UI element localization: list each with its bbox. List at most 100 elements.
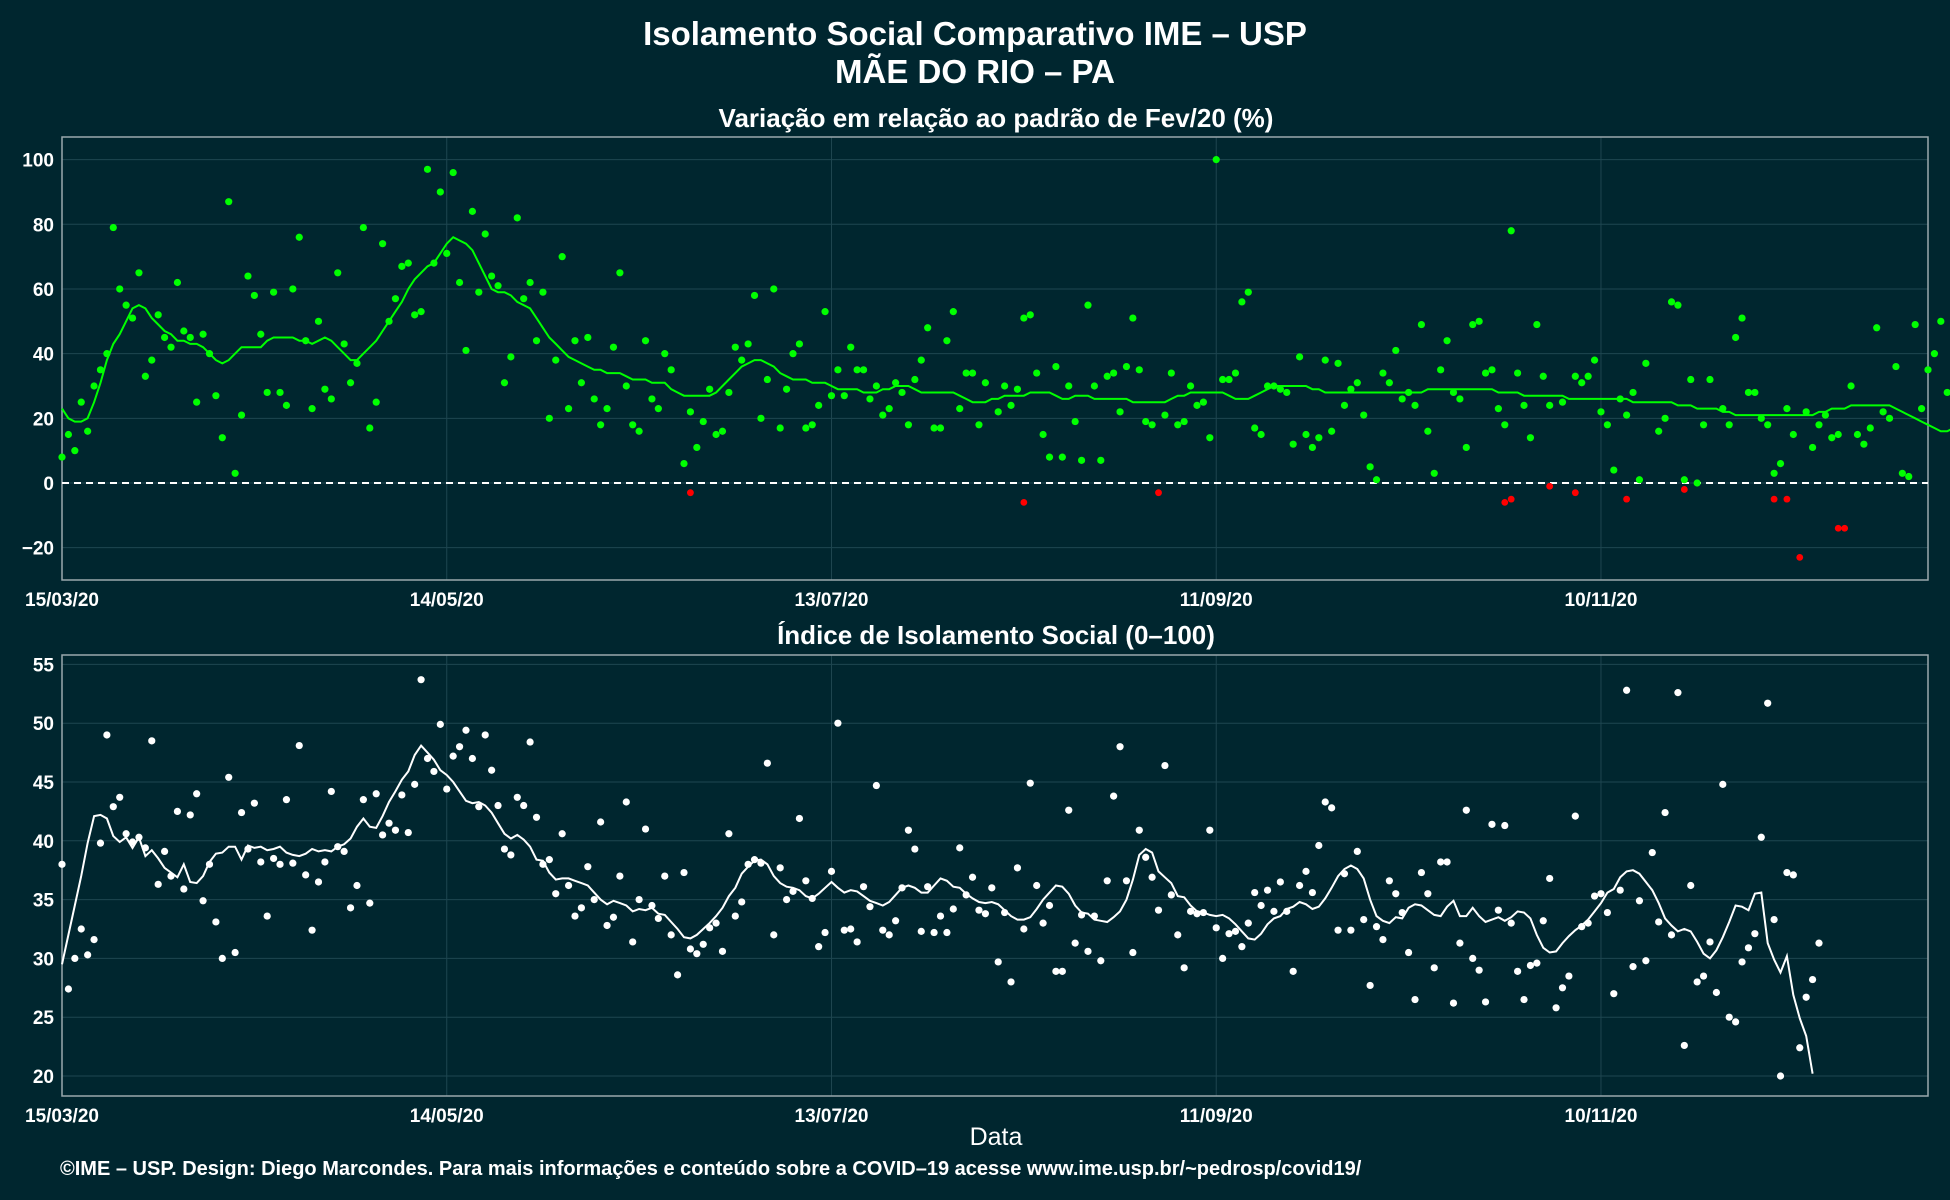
data-point: [327, 787, 335, 796]
data-point: [1135, 366, 1143, 374]
data-point: [1289, 440, 1297, 448]
data-point: [1533, 959, 1541, 967]
data-point: [321, 385, 329, 393]
data-point: [1892, 362, 1900, 371]
data-point: [1501, 821, 1509, 830]
data-point: [225, 773, 233, 781]
data-point: [346, 904, 355, 912]
data-point: [1744, 944, 1753, 952]
data-point: [225, 198, 233, 206]
data-point: [956, 844, 964, 852]
data-point: [821, 928, 829, 937]
data-point: [1571, 812, 1579, 820]
data-point: [1142, 417, 1150, 426]
y-tick-label: 0: [43, 474, 54, 495]
data-point: [270, 288, 278, 296]
data-point: [1360, 411, 1368, 419]
data-point: [1757, 833, 1765, 841]
data-point: [1263, 886, 1272, 894]
data-point: [892, 917, 900, 925]
data-point: [629, 938, 637, 946]
data-point: [968, 369, 977, 377]
data-point: [520, 295, 528, 303]
data-point: [1180, 964, 1188, 972]
data-point: [295, 233, 303, 241]
data-point: [1449, 999, 1458, 1007]
data-point: [1366, 981, 1374, 990]
data-point: [1610, 466, 1618, 474]
data-point: [930, 424, 938, 432]
data-point: [988, 884, 996, 892]
y-tick-label: 25: [33, 1008, 55, 1029]
data-point: [924, 883, 932, 891]
data-point: [263, 388, 271, 397]
data-point: [1558, 984, 1567, 992]
data-point: [1052, 967, 1060, 975]
data-point: [616, 269, 624, 277]
data-point: [911, 845, 919, 853]
data-point: [1866, 424, 1874, 432]
data-point: [629, 421, 637, 429]
data-point: [462, 346, 470, 355]
data-point: [1911, 320, 1919, 329]
data-point: [1905, 472, 1913, 481]
data-point: [423, 165, 432, 173]
data-point: [1238, 298, 1246, 306]
data-point: [1744, 388, 1753, 397]
data-point: [1122, 877, 1131, 885]
x-tick-label: 13/07/20: [795, 590, 869, 611]
data-point: [1462, 443, 1470, 452]
data-point: [1308, 888, 1317, 897]
data-point: [661, 872, 669, 880]
data-point: [1488, 366, 1496, 374]
data-point: [237, 411, 246, 419]
index-panel: 20 25 30 35 40 45 50 55 15/03/20 14/05/20 13/07/20…: [25, 654, 1929, 1127]
data-point: [1167, 891, 1175, 899]
data-point: [411, 780, 419, 788]
data-point: [1462, 806, 1470, 814]
data-point: [109, 803, 117, 811]
data-point: [936, 424, 945, 432]
data-point: [1334, 926, 1342, 934]
data-point: [1321, 356, 1329, 364]
top-panel-title: Variação em relação ao padrão de Fev/20 …: [719, 103, 1274, 133]
y-tick-label: 30: [33, 949, 54, 970]
data-point: [1456, 395, 1464, 403]
data-point: [949, 308, 957, 316]
data-point: [1661, 414, 1669, 422]
data-point: [763, 375, 771, 384]
data-point: [1590, 892, 1599, 900]
data-point: [1039, 430, 1047, 439]
data-point: [1231, 927, 1240, 935]
data-point: [167, 343, 175, 351]
data-point: [1885, 414, 1894, 422]
data-point: [218, 954, 226, 963]
data-point: [193, 398, 201, 406]
data-point: [1917, 405, 1926, 413]
data-point: [1199, 398, 1208, 406]
data-point: [1186, 907, 1195, 915]
data-point: [962, 369, 970, 377]
data-point: [1385, 379, 1393, 387]
data-point: [1815, 939, 1823, 947]
data-point: [725, 388, 733, 397]
data-point: [1295, 353, 1304, 361]
sub-title: MÃE DO RIO – PA: [835, 53, 1115, 90]
data-point: [1481, 369, 1490, 377]
data-point: [885, 931, 893, 939]
data-point: [1219, 375, 1227, 384]
data-point: [770, 931, 778, 939]
data-point: [847, 343, 855, 351]
y-tick-label: −20: [22, 539, 54, 560]
data-point: [1680, 1041, 1688, 1050]
data-point: [1148, 873, 1156, 881]
data-point: [693, 443, 701, 452]
data-point: [244, 272, 252, 280]
variation-panel: −20 0 20 40 60 80 100 15/03/20 14/05/20 13/07/20 1…: [22, 136, 1950, 611]
data-point: [160, 333, 169, 342]
data-point: [1385, 877, 1393, 885]
data-point: [1494, 405, 1502, 413]
data-point: [564, 405, 573, 413]
data-point: [1655, 918, 1663, 926]
data-point: [199, 330, 207, 338]
